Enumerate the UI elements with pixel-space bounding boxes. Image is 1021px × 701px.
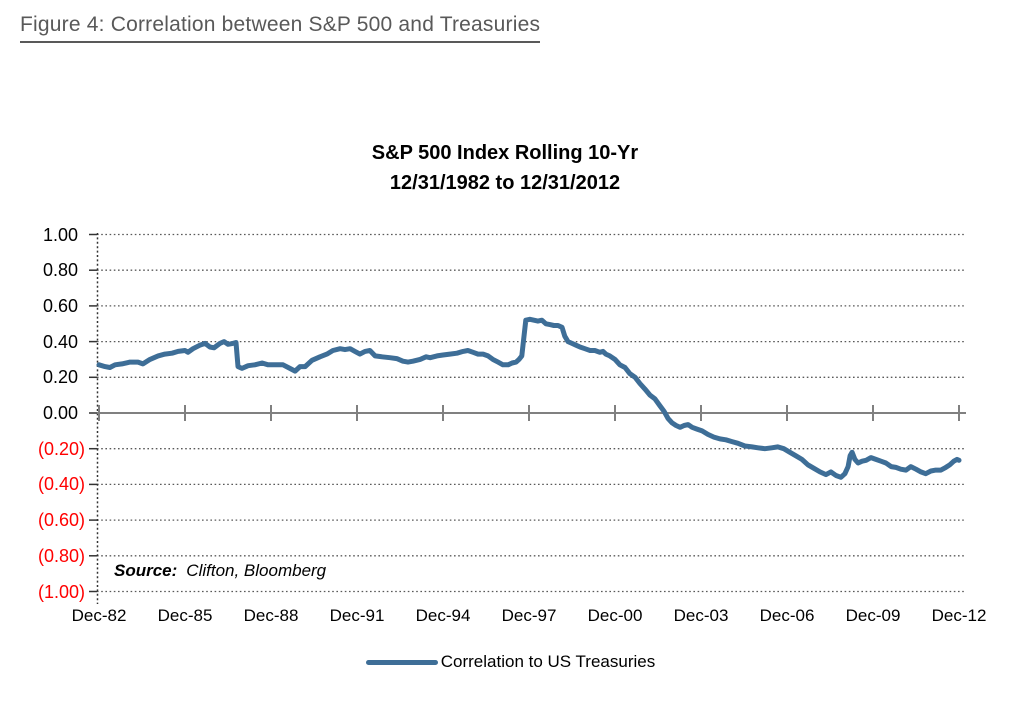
x-tick-label: Dec-12 [931,606,987,625]
source-note: Source: Clifton, Bloomberg [114,561,326,581]
x-tick-label: Dec-94 [415,606,471,625]
y-tick-label: (0.40) [37,474,85,495]
legend-series-label: Correlation to US Treasuries [440,652,656,671]
x-tick-label: Dec-97 [501,606,557,625]
figure-title: Figure 4: Correlation between S&P 500 an… [20,13,541,43]
source-label: Source: [114,561,178,580]
legend: Correlation to US Treasuries [0,652,1021,672]
source-value: Clifton, Bloomberg [186,561,327,580]
y-tick-label: 1.00 [42,224,78,245]
chart-title: S&P 500 Index Rolling 10-Yr 12/31/1982 t… [0,138,1010,198]
x-tick-label: Dec-09 [845,606,901,625]
x-tick-label: Dec-85 [157,606,213,625]
chart-title-line2: 12/31/1982 to 12/31/2012 [389,172,621,194]
y-tick-label: (0.20) [37,438,85,459]
y-tick-label: (0.80) [37,545,85,566]
x-tick-label: Dec-06 [759,606,815,625]
x-tick-label: Dec-82 [71,606,127,625]
x-tick-label: Dec-91 [329,606,385,625]
chart-title-line1: S&P 500 Index Rolling 10-Yr [371,142,639,164]
y-tick-label: 0.60 [42,295,78,316]
y-tick-label: 0.80 [42,260,78,281]
legend-line-swatch [365,659,438,665]
y-tick-label: 0.40 [42,331,78,352]
x-tick-label: Dec-03 [673,606,729,625]
y-tick-label: (1.00) [37,581,85,602]
x-tick-label: Dec-00 [587,606,643,625]
y-tick-label: (0.60) [37,510,85,531]
x-tick-label: Dec-88 [243,606,299,625]
y-tick-label: 0.20 [42,367,78,388]
y-axis-labels: 1.00 0.80 0.60 0.40 0.20 0.00 (0.20) (0.40) (0.6… [0,0,85,701]
y-tick-label: 0.00 [42,403,78,423]
